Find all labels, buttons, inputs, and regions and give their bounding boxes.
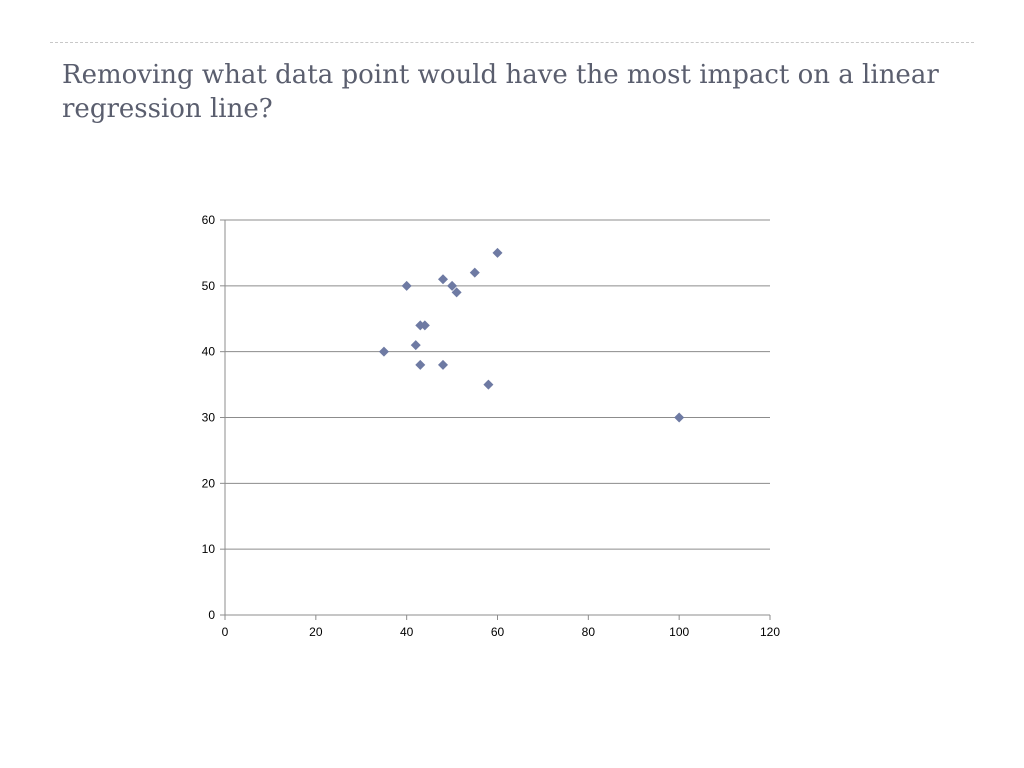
x-tick-label: 20 (309, 625, 323, 639)
data-point-13 (674, 412, 685, 423)
data-point-0 (378, 346, 389, 357)
x-tick-label: 40 (400, 625, 414, 639)
data-point-10 (469, 267, 480, 278)
x-tick-label: 0 (222, 625, 229, 639)
y-tick-label: 30 (202, 411, 216, 425)
tick-label-layer: 0 10 20 30 40 50 60 0 20 40 60 80 100 120 (202, 213, 781, 639)
data-point-6 (438, 359, 448, 370)
x-tick-label: 80 (582, 625, 596, 639)
slide-title: Removing what data point would have the … (62, 60, 939, 124)
data-point-7 (438, 274, 448, 285)
axis-layer (220, 219, 771, 620)
data-point-5 (415, 359, 426, 370)
data-point-8 (447, 280, 458, 291)
data-point-11 (483, 379, 494, 390)
top-divider (50, 42, 974, 43)
point-layer (378, 247, 685, 423)
chart-canvas: 0 10 20 30 40 50 60 0 20 40 60 80 100 120 (202, 213, 781, 639)
scatter-chart: 0 10 20 30 40 50 60 0 20 40 60 80 100 120 (180, 200, 800, 650)
y-tick-label: 20 (202, 476, 216, 490)
x-tick-label: 120 (760, 625, 780, 639)
data-point-9 (451, 287, 462, 298)
y-tick-label: 10 (202, 542, 216, 556)
data-point-1 (401, 280, 412, 291)
data-point-2 (410, 340, 421, 351)
x-tick-label: 100 (669, 625, 689, 639)
y-tick-label: 40 (202, 345, 216, 359)
y-tick-label: 60 (202, 213, 216, 227)
y-tick-label: 0 (208, 608, 215, 622)
y-tick-label: 50 (202, 279, 216, 293)
data-point-12 (492, 247, 503, 258)
grid-layer (225, 219, 770, 550)
x-tick-label: 60 (491, 625, 505, 639)
data-point-4 (419, 320, 430, 331)
